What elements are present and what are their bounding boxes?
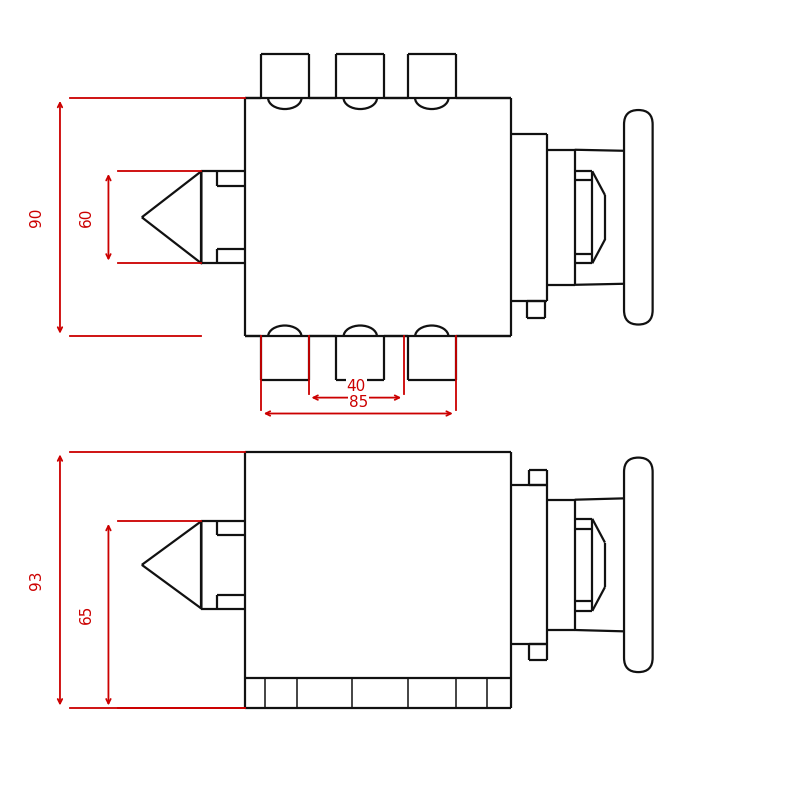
FancyBboxPatch shape	[624, 110, 653, 325]
Text: 85: 85	[349, 395, 368, 410]
FancyBboxPatch shape	[624, 458, 653, 672]
Text: 90: 90	[29, 207, 44, 227]
Text: 65: 65	[78, 605, 94, 624]
Text: 60: 60	[78, 207, 94, 227]
Text: 93: 93	[29, 570, 44, 590]
Text: 40: 40	[346, 379, 366, 394]
